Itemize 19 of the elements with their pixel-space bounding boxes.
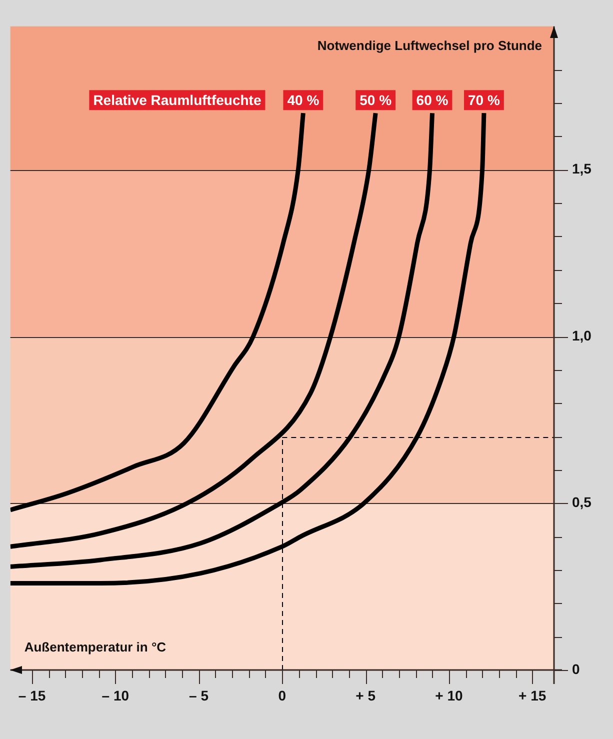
x-tick-label: – 5: [189, 687, 209, 704]
series-label: 50 %: [360, 92, 392, 108]
x-tick-label: 0: [278, 687, 286, 704]
series-label: 70 %: [468, 92, 500, 108]
x-axis-title: Außentemperatur in °C: [24, 640, 167, 655]
y-tick-label: 1,5: [572, 160, 592, 177]
line-series: [10, 110, 306, 512]
y-axis-title: Notwendige Luftwechsel pro Stunde: [317, 38, 542, 53]
x-tick-label: – 15: [18, 687, 46, 704]
x-tick-label: + 5: [356, 687, 376, 704]
legend-title: Relative Raumluftfeuchte: [93, 92, 262, 108]
y-tick-label: 0: [572, 660, 580, 677]
y-tick-label: 0,5: [572, 494, 592, 510]
series-label: 40 %: [287, 92, 320, 108]
x-tick-label: + 15: [518, 687, 546, 704]
x-tick-label: – 10: [102, 687, 130, 704]
y-tick-label: 1,0: [572, 327, 592, 344]
x-tick-label: + 10: [435, 687, 463, 704]
series-label: 60 %: [416, 92, 449, 108]
